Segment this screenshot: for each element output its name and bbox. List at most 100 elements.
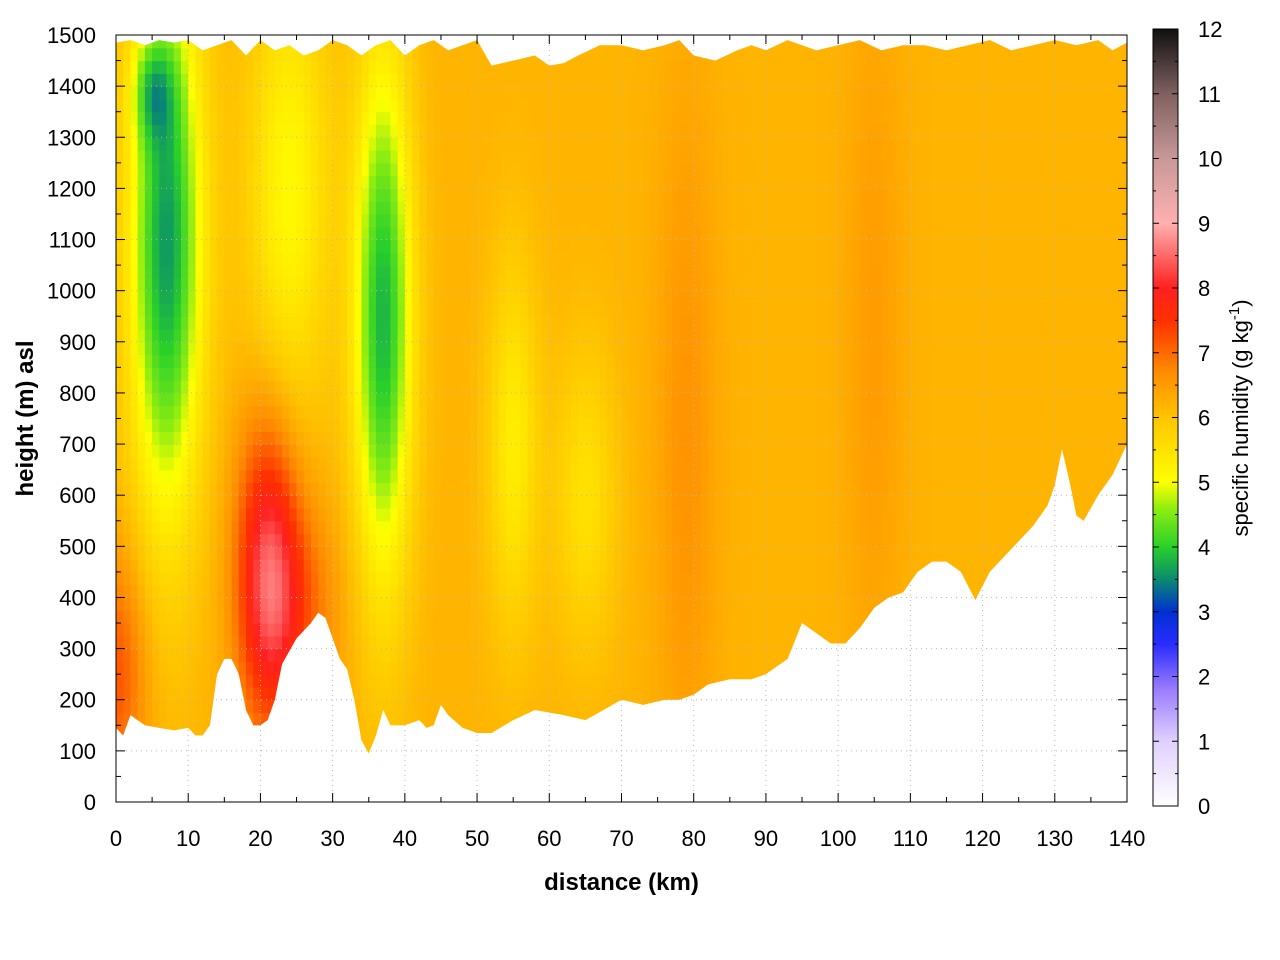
heatmap-cell — [513, 86, 521, 100]
heatmap-cell — [167, 789, 175, 802]
heatmap-cell — [484, 47, 493, 62]
heatmap-cell — [491, 175, 500, 189]
heatmap-cell — [188, 40, 197, 49]
heatmap-cell — [152, 239, 160, 253]
heatmap-cell — [578, 520, 586, 535]
heatmap-cell — [556, 559, 565, 573]
heatmap-cell — [397, 661, 406, 675]
heatmap-cell — [621, 86, 630, 100]
heatmap-cell — [332, 750, 341, 754]
heatmap-cell — [347, 111, 355, 126]
heatmap-cell — [419, 239, 428, 253]
heatmap-cell — [325, 405, 334, 420]
heatmap-cell — [614, 341, 623, 356]
heatmap-cell — [383, 354, 392, 368]
heatmap-cell — [455, 380, 464, 394]
heatmap-cell — [310, 367, 319, 381]
heatmap-cell — [260, 725, 269, 739]
heatmap-cell — [274, 175, 283, 189]
heatmap-cell — [477, 776, 485, 789]
heatmap-cell — [202, 712, 211, 726]
heatmap-cell — [513, 469, 521, 484]
heatmap-cell — [614, 533, 623, 547]
heatmap-cell — [159, 47, 168, 62]
heatmap-cell — [448, 380, 457, 394]
heatmap-cell — [614, 137, 623, 151]
heatmap-cell — [267, 686, 276, 701]
heatmap-cell — [498, 559, 507, 573]
heatmap-cell — [607, 86, 615, 100]
heatmap-cell — [498, 316, 507, 330]
heatmap-cell — [217, 40, 225, 49]
heatmap-cell — [144, 367, 153, 381]
heatmap-cell — [563, 150, 572, 164]
heatmap-cell — [325, 546, 334, 560]
heatmap-cell — [404, 329, 413, 343]
heatmap-cell — [650, 444, 659, 458]
heatmap-cell — [296, 188, 305, 202]
heatmap-cell — [672, 162, 680, 177]
heatmap-cell — [260, 329, 269, 343]
heatmap-cell — [361, 329, 370, 343]
heatmap-cell — [534, 265, 543, 279]
heatmap-cell — [563, 265, 572, 279]
heatmap-cell — [375, 738, 384, 752]
heatmap-cell — [650, 137, 659, 151]
heatmap-cell — [440, 405, 449, 420]
heatmap-cell — [137, 648, 146, 662]
heatmap-cell — [607, 418, 615, 432]
heatmap-cell — [144, 303, 153, 317]
heatmap-cell — [123, 482, 132, 496]
heatmap-cell — [282, 290, 290, 305]
heatmap-cell — [527, 341, 536, 356]
heatmap-cell — [520, 150, 529, 164]
heatmap-cell — [484, 674, 493, 688]
heatmap-cell — [477, 674, 485, 688]
heatmap-cell — [527, 226, 536, 241]
heatmap-cell — [433, 712, 442, 726]
heatmap-cell — [693, 444, 702, 458]
heatmap-cell — [224, 40, 233, 49]
heatmap-cell — [180, 482, 189, 496]
heatmap-cell — [433, 597, 442, 611]
heatmap-cell — [318, 392, 327, 407]
heatmap-cell — [549, 661, 558, 675]
heatmap-cell — [592, 597, 601, 611]
heatmap-cell — [614, 405, 623, 420]
heatmap-cell — [289, 776, 297, 789]
heatmap-cell — [556, 610, 565, 624]
heatmap-cell — [440, 431, 449, 445]
heatmap-cell — [419, 546, 428, 560]
heatmap-cell — [383, 444, 392, 458]
heatmap-cell — [188, 520, 197, 535]
heatmap-cell — [491, 341, 500, 356]
heatmap-cell — [419, 162, 428, 177]
heatmap-cell — [332, 533, 341, 547]
heatmap-cell — [325, 213, 334, 228]
heatmap-cell — [672, 469, 680, 484]
heatmap-cell — [693, 418, 702, 432]
heatmap-cell — [404, 725, 413, 739]
heatmap-cell — [231, 213, 240, 228]
heatmap-cell — [282, 73, 290, 87]
heatmap-cell — [325, 86, 334, 100]
heatmap-cell — [137, 559, 146, 573]
heatmap-cell — [462, 265, 471, 279]
heatmap-cell — [217, 380, 225, 394]
heatmap-cell — [664, 137, 673, 151]
heatmap-cell — [498, 635, 507, 650]
heatmap-cell — [679, 648, 688, 662]
heatmap-cell — [390, 201, 399, 215]
heatmap-cell — [498, 648, 507, 662]
heatmap-cell — [542, 73, 550, 87]
heatmap-cell — [592, 137, 601, 151]
heatmap-cell — [253, 507, 262, 522]
heatmap-cell — [635, 175, 644, 189]
heatmap-cell — [383, 635, 392, 650]
heatmap-cell — [614, 418, 623, 432]
heatmap-cell — [289, 546, 298, 560]
heatmap-cell — [310, 137, 319, 151]
heatmap-cell — [152, 303, 160, 317]
heatmap-cell — [404, 341, 413, 356]
heatmap-cell — [412, 571, 420, 586]
